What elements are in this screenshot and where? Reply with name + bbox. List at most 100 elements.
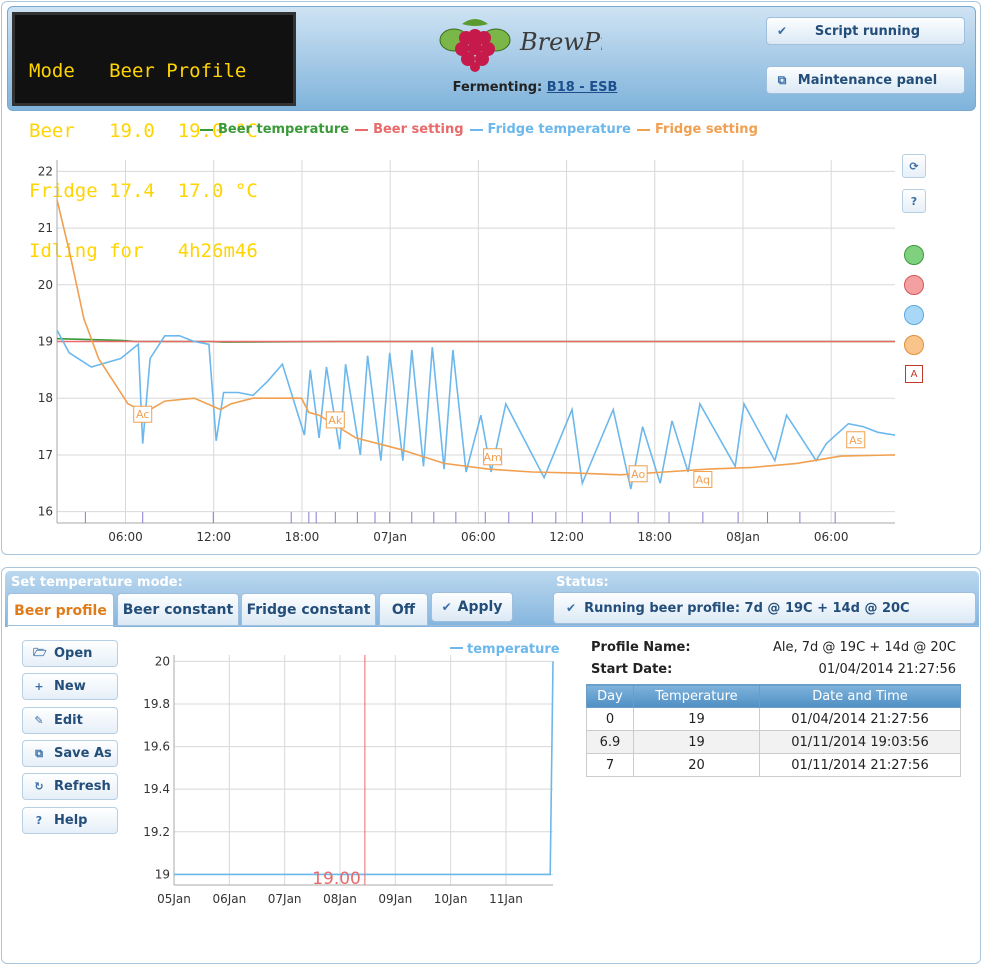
- lcd-line-state: Idling for 4h26m46: [29, 240, 258, 262]
- refresh-label: Refresh: [54, 779, 111, 794]
- cell-datetime: 01/11/2014 19:03:56: [759, 730, 961, 754]
- open-label: Open: [54, 646, 93, 661]
- legend-temperature-label: temperature: [467, 642, 560, 657]
- folder-icon: 🗁: [33, 646, 47, 659]
- annotation-label: Aq: [696, 473, 710, 486]
- tab-fridge-constant[interactable]: Fridge constant: [241, 593, 376, 625]
- table-row[interactable]: 0 19 01/04/2014 21:27:56: [586, 707, 961, 731]
- lcd-line-beer: Beer 19.0 19.0 °C: [29, 120, 258, 142]
- edit-label: Edit: [54, 713, 83, 728]
- profile-chart: 19 19.2 19.4 19.6 19.8 20 05Jan 06Jan 07Jan 08Jan…: [143, 642, 560, 906]
- column-header-datetime: Date and Time: [759, 684, 961, 708]
- profile-table: Day Temperature Date and Time 0 19 01/04…: [586, 684, 961, 777]
- maintenance-panel-button[interactable]: ⧉ Maintenance panel: [766, 66, 965, 94]
- help-label: Help: [54, 813, 88, 828]
- apply-button[interactable]: ✔ Apply: [431, 592, 513, 622]
- raspberry-icon: [439, 19, 511, 72]
- help-icon: ?: [35, 814, 43, 827]
- y-tick-label: 19.4: [143, 782, 170, 796]
- annotation-box: [846, 431, 866, 449]
- y-tick-label: 19.8: [143, 697, 170, 711]
- toggle-fridge-temperature[interactable]: [904, 305, 924, 325]
- toggle-beer-setting[interactable]: [904, 275, 924, 295]
- y-tick-label: 21: [38, 221, 53, 235]
- cell-datetime: 01/04/2014 21:27:56: [759, 707, 961, 731]
- new-profile-button[interactable]: + New: [22, 673, 118, 700]
- annotation-box: [325, 411, 345, 429]
- refresh-profile-button[interactable]: ↻ Refresh: [22, 773, 118, 800]
- script-running-label: Script running: [814, 23, 921, 39]
- annotation-box: [483, 448, 503, 466]
- x-tick-label: 18:00: [285, 530, 320, 544]
- main-temperature-chart: 16 17 18 19 20 21 22 06:00 12:00 18:00 07Jan 06:00 1…: [38, 160, 896, 544]
- cell-datetime: 01/11/2014 21:27:56: [759, 753, 961, 777]
- x-tick-label: 07Jan: [268, 892, 302, 906]
- beer-name-link[interactable]: B18 - ESB: [546, 80, 618, 95]
- y-tick-label: 20: [38, 278, 53, 292]
- legend-fridge-setting[interactable]: Fridge setting: [637, 122, 758, 137]
- legend-label: Fridge setting: [655, 122, 758, 137]
- y-tick-label: 19.6: [143, 740, 170, 754]
- y-tick-label: 17: [38, 448, 53, 462]
- annotation-flag: Aq: [693, 470, 713, 488]
- annotation-label: Am: [483, 451, 501, 464]
- start-date-label: Start Date:: [591, 662, 673, 677]
- cell-day: 7: [586, 753, 634, 777]
- lcd-line-fridge: Fridge 17.4 17.0 °C: [29, 180, 258, 202]
- legend-beer-setting[interactable]: Beer setting: [355, 122, 464, 137]
- series-line-fridge-setting: [56, 199, 896, 476]
- toggle-annotations[interactable]: A: [905, 365, 923, 383]
- help-button[interactable]: ? Help: [22, 807, 118, 834]
- table-row[interactable]: 6.9 19 01/11/2014 19:03:56: [586, 730, 961, 754]
- x-tick-label: 10Jan: [434, 892, 468, 906]
- annotation-box: [628, 465, 648, 483]
- x-tick-label: 09Jan: [378, 892, 412, 906]
- legend-label: Beer setting: [373, 122, 464, 137]
- legend-beer-temperature[interactable]: Beer temperature: [200, 122, 349, 137]
- toggle-beer-temperature[interactable]: [904, 245, 924, 265]
- tab-beer-profile[interactable]: Beer profile: [7, 593, 114, 627]
- open-profile-button[interactable]: 🗁 Open: [22, 640, 118, 667]
- table-row[interactable]: 7 20 01/11/2014 21:27:56: [586, 753, 961, 777]
- annotation-label: Ak: [328, 414, 343, 427]
- x-tick-label: 06:00: [461, 530, 496, 544]
- logo-text: BrewPi: [519, 28, 602, 56]
- profile-legend: temperature: [450, 642, 560, 657]
- annotation-flag: Am: [483, 448, 503, 466]
- edit-profile-button[interactable]: ✎ Edit: [22, 707, 118, 734]
- y-tick-label: 19: [155, 867, 170, 881]
- cell-temperature: 19: [633, 707, 760, 731]
- wrench-icon: ✎: [34, 714, 44, 727]
- status-label: Status:: [556, 575, 609, 590]
- series-line-fridge-temperature: [56, 329, 896, 490]
- x-tick-label: 18:00: [637, 530, 672, 544]
- save-as-profile-button[interactable]: ⧉ Save As: [22, 740, 118, 767]
- cell-temperature: 20: [633, 753, 760, 777]
- start-date-value: 01/04/2014 21:27:56: [818, 662, 956, 677]
- annotation-flag: Ak: [325, 411, 345, 429]
- chart-help-button[interactable]: ?: [902, 189, 926, 213]
- maintenance-panel-label: Maintenance panel: [797, 72, 938, 88]
- brewpi-logo: BrewPi: [439, 19, 602, 72]
- annotation-label: As: [849, 434, 863, 447]
- annotation-toggle-label: A: [910, 368, 918, 380]
- apply-label: Apply: [457, 599, 503, 615]
- copy-icon: ⧉: [35, 746, 43, 760]
- legend-label: Fridge temperature: [487, 122, 631, 137]
- tab-beer-constant[interactable]: Beer constant: [117, 593, 239, 625]
- y-tick-label: 20: [155, 654, 170, 668]
- profile-name-label: Profile Name:: [591, 640, 691, 655]
- tab-divider: [7, 625, 979, 626]
- x-tick-label: 05Jan: [157, 892, 191, 906]
- help-icon: ?: [910, 194, 918, 208]
- tab-off[interactable]: Off: [379, 593, 428, 625]
- legend-fridge-temperature[interactable]: Fridge temperature: [469, 122, 631, 137]
- y-tick-label: 16: [38, 505, 53, 519]
- script-running-button[interactable]: ✔ Script running: [766, 17, 965, 45]
- annotation-flag: Ac: [133, 405, 153, 423]
- toggle-fridge-setting[interactable]: [904, 335, 924, 355]
- annotation-label: Ao: [631, 468, 645, 481]
- annotation-box: [693, 470, 713, 488]
- status-text: Running beer profile: 7d @ 19C + 14d @ 2…: [584, 600, 910, 616]
- refresh-chart-button[interactable]: ⟳: [902, 154, 926, 178]
